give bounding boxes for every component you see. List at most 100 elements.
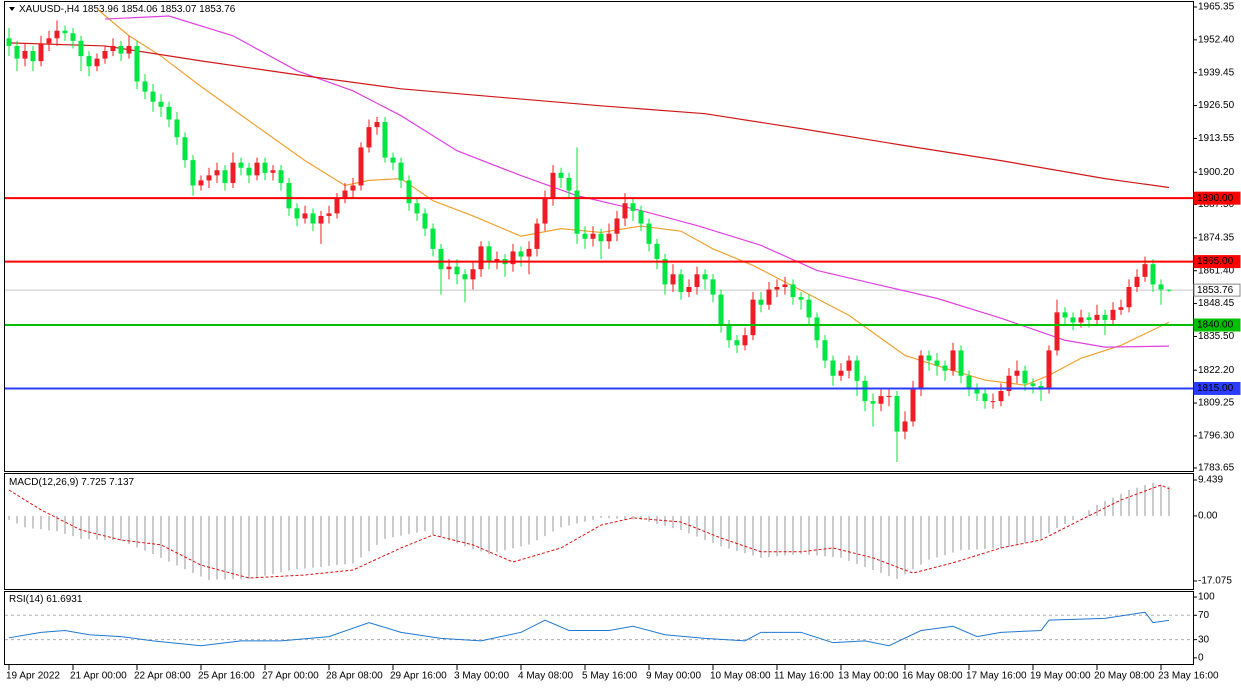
moving-average — [8, 42, 1170, 189]
macd-signal — [8, 484, 1170, 579]
candle-body — [1006, 375, 1012, 392]
candle-body — [878, 396, 884, 404]
candle-body — [622, 203, 628, 219]
candle-body — [334, 198, 340, 214]
candle-body — [542, 198, 548, 224]
candle-body — [254, 162, 260, 176]
candle-body — [766, 289, 772, 305]
x-tick-label: 16 May 08:00 — [902, 671, 963, 682]
x-tick-label: 11 May 16:00 — [774, 671, 834, 682]
candle-body — [22, 51, 28, 59]
candle-body — [38, 43, 44, 62]
candle-body — [150, 91, 156, 102]
candle-body — [6, 38, 12, 46]
candle-body — [1126, 286, 1132, 308]
candle-body — [182, 137, 188, 161]
candle-body — [582, 233, 588, 239]
candle-body — [1110, 309, 1116, 320]
candle-body — [134, 45, 140, 82]
y-tick-label: 0.00 — [1198, 511, 1218, 522]
candle-body — [246, 167, 252, 176]
x-tick-label: 27 Apr 00:00 — [262, 671, 319, 682]
candle-body — [1166, 289, 1172, 291]
candle-body — [294, 208, 300, 219]
candle-body — [326, 213, 332, 216]
candle-body — [558, 172, 564, 178]
candle-body — [142, 81, 148, 92]
candle-body — [806, 299, 812, 318]
candle-body — [446, 266, 452, 270]
candle-body — [1046, 350, 1052, 389]
candle-body — [862, 380, 868, 402]
candle-body — [454, 266, 460, 275]
candle-body — [102, 51, 108, 59]
candle-body — [78, 40, 84, 57]
y-tick-label: 1796.30 — [1198, 431, 1235, 442]
current-price-label-box — [1193, 283, 1241, 297]
x-tick-label: 29 Apr 16:00 — [390, 671, 447, 682]
candle-body — [1094, 314, 1100, 320]
y-tick-label: 1848.45 — [1198, 298, 1235, 309]
price-level-label: 1840.00 — [1197, 320, 1234, 331]
candle-body — [366, 127, 372, 148]
candle-body — [1102, 314, 1108, 320]
x-tick-label: 4 May 08:00 — [518, 671, 573, 682]
rsi-panel-frame — [4, 591, 1194, 665]
candle-body — [62, 30, 68, 34]
x-tick-label: 21 Apr 00:00 — [70, 671, 127, 682]
main-panel-frame — [4, 1, 1194, 472]
candle-body — [382, 122, 388, 158]
candle-body — [894, 396, 900, 432]
candle-body — [54, 30, 60, 39]
candle-body — [358, 147, 364, 186]
candle-body — [734, 340, 740, 346]
y-tick-label: 1874.35 — [1198, 233, 1235, 244]
candle-body — [662, 259, 668, 285]
x-tick-label: 3 May 00:00 — [454, 671, 509, 682]
candle-body — [94, 58, 100, 67]
price-level-label: 1865.00 — [1197, 256, 1234, 267]
candle-body — [1022, 370, 1028, 384]
candle-body — [758, 299, 764, 305]
y-tick-label: 30 — [1198, 634, 1210, 645]
candle-body — [574, 190, 580, 234]
price-level-label: 1815.00 — [1197, 383, 1234, 394]
candle-body — [790, 284, 796, 298]
candle-body — [342, 190, 348, 199]
candle-body — [670, 274, 676, 285]
x-tick-label: 9 May 00:00 — [646, 671, 701, 682]
candle-body — [630, 203, 636, 211]
y-tick-label: 1822.20 — [1198, 365, 1235, 376]
x-tick-label: 22 Apr 08:00 — [134, 671, 191, 682]
candle-body — [518, 251, 524, 257]
candle-body — [1038, 385, 1044, 389]
price-level-label: 1890.00 — [1197, 193, 1234, 204]
x-tick-label: 13 May 00:00 — [838, 671, 899, 682]
candle-body — [694, 274, 700, 287]
candle-body — [942, 365, 948, 371]
candle-body — [846, 360, 852, 371]
candle-body — [718, 294, 724, 326]
candle-body — [638, 210, 644, 224]
moving-average — [96, 8, 1170, 386]
x-tick-label: 23 May 16:00 — [1158, 671, 1219, 682]
candle-body — [278, 170, 284, 183]
x-tick-label: 17 May 16:00 — [966, 671, 1027, 682]
x-tick-label: 28 Apr 08:00 — [326, 671, 383, 682]
candle-body — [966, 375, 972, 389]
header-close: 1853.76 — [199, 4, 236, 15]
rsi-last: 61.6931 — [46, 594, 83, 605]
header-open: 1853.96 — [82, 4, 119, 15]
candle-body — [1054, 312, 1060, 351]
candle-body — [398, 162, 404, 181]
y-tick-label: 1913.55 — [1198, 133, 1235, 144]
candle-body — [510, 251, 516, 265]
price-level-label-box — [1193, 191, 1241, 205]
candle-body — [1062, 312, 1068, 318]
panel-frames — [4, 1, 1194, 665]
candle-body — [14, 45, 20, 59]
candle-body — [798, 297, 804, 300]
candle-body — [886, 396, 892, 398]
y-tick-label: 1926.50 — [1198, 100, 1235, 111]
candle-body — [614, 218, 620, 234]
